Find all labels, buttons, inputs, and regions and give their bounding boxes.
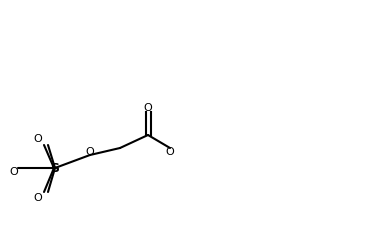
- Text: O: O: [10, 167, 18, 177]
- Text: O: O: [166, 147, 174, 157]
- Text: O: O: [33, 193, 42, 203]
- Text: O: O: [33, 134, 42, 144]
- Text: S: S: [50, 162, 60, 174]
- Text: O: O: [144, 103, 152, 113]
- Text: O: O: [86, 147, 94, 157]
